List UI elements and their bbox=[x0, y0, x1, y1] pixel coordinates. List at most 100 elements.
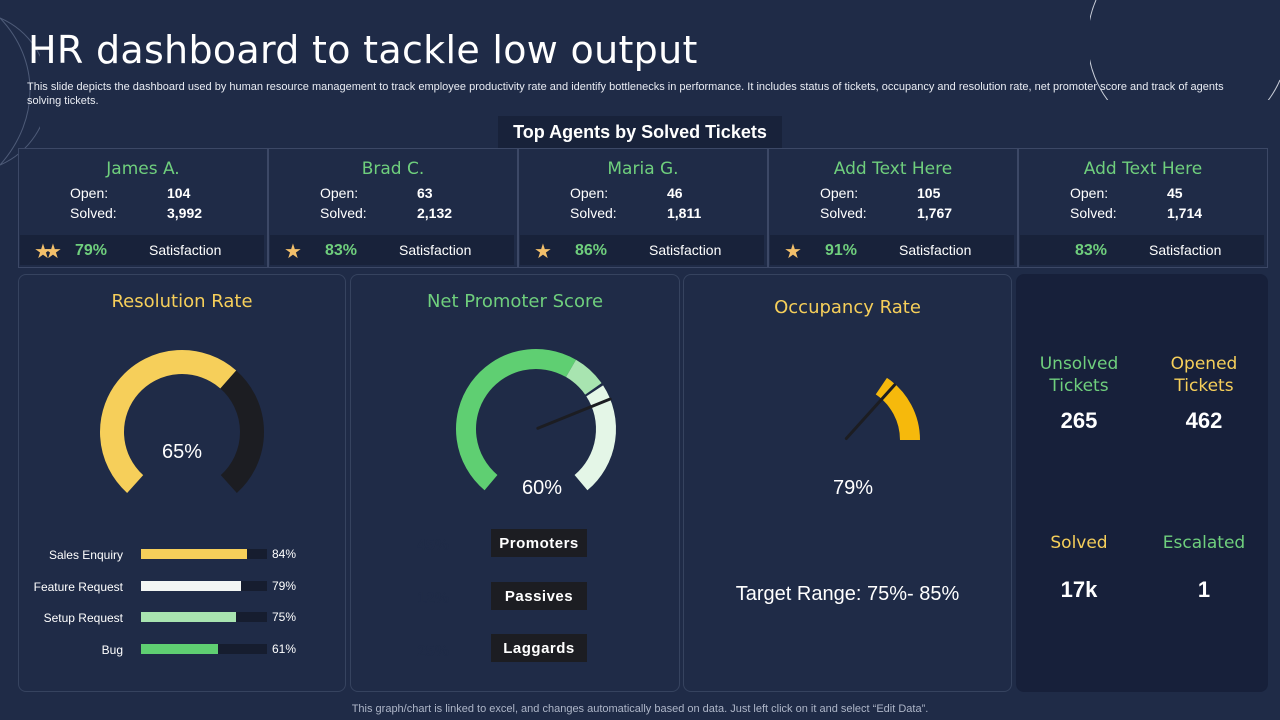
solved-value: 1,714 bbox=[1167, 205, 1203, 221]
satisfaction-label: Satisfaction bbox=[399, 242, 472, 258]
satisfaction-bar: ★ 83% Satisfaction bbox=[270, 235, 514, 265]
bar-track bbox=[141, 549, 267, 559]
satisfaction-label: Satisfaction bbox=[649, 242, 722, 258]
agent-card: Add Text Here Open: 105 Solved: 1,767 ★ … bbox=[768, 148, 1018, 268]
bar-track bbox=[141, 581, 267, 591]
promoters-label: Promoters bbox=[491, 529, 587, 557]
open-label: Open: bbox=[570, 185, 609, 201]
agent-name: Add Text Here bbox=[833, 159, 953, 179]
star-double-icon: ★ bbox=[34, 241, 52, 263]
agents-row: James A. Open: 104 Solved: 3,992 ★ ★ 79%… bbox=[18, 148, 1268, 268]
satisfaction-percent: 83% bbox=[1075, 242, 1108, 259]
solved-label: Solved bbox=[1050, 533, 1108, 553]
star-double-icon: ★ bbox=[44, 241, 62, 263]
satisfaction-bar: ★ 91% Satisfaction bbox=[770, 235, 1014, 265]
promoters-percent: 45% bbox=[416, 537, 450, 554]
open-label: Open: bbox=[70, 185, 109, 201]
unsolved-tickets-label: Unsolved Tickets bbox=[1039, 354, 1119, 396]
passives-label: Passives bbox=[491, 582, 587, 610]
bar-value: 84% bbox=[272, 547, 297, 561]
bar-fill bbox=[141, 612, 236, 622]
bar-track bbox=[141, 612, 267, 622]
solved-value: 17k bbox=[1060, 577, 1098, 602]
nps-needle bbox=[536, 397, 612, 430]
agent-name: Add Text Here bbox=[1083, 159, 1203, 179]
resolution-arc-remaining bbox=[220, 370, 264, 493]
nps-panel: Net Promoter Score 60% 45% Promoters 12%… bbox=[350, 274, 680, 692]
satisfaction-label: Satisfaction bbox=[149, 242, 222, 258]
laggards-label: Laggards bbox=[491, 634, 587, 662]
resolution-arc-value bbox=[100, 350, 237, 493]
satisfaction-percent: 83% bbox=[325, 242, 358, 259]
nps-title: Net Promoter Score bbox=[426, 291, 604, 312]
bar-row: Sales Enquiry 84% bbox=[19, 545, 339, 565]
nps-arc-passives bbox=[565, 359, 602, 395]
bar-track bbox=[141, 644, 267, 654]
agent-name: Brad C. bbox=[361, 159, 425, 179]
solved-label: Solved: bbox=[70, 205, 117, 221]
occupancy-panel: Occupancy Rate 79% Target Range: 75%- 85… bbox=[683, 274, 1012, 692]
solved-value: 2,132 bbox=[417, 205, 453, 221]
star-icon: ★ bbox=[534, 241, 552, 263]
bar-row: Feature Request 79% bbox=[19, 577, 339, 597]
bar-label: Feature Request bbox=[33, 580, 123, 594]
agent-card: Add Text Here Open: 45 Solved: 1,714 83%… bbox=[1018, 148, 1268, 268]
target-range: Target Range: 75%- 85% bbox=[735, 583, 960, 605]
bar-value: 79% bbox=[272, 579, 297, 593]
bar-label: Sales Enquiry bbox=[48, 548, 123, 562]
satisfaction-bar: ★ ★ 79% Satisfaction bbox=[20, 235, 264, 265]
solved-value: 1,811 bbox=[667, 205, 702, 221]
open-label: Open: bbox=[1070, 185, 1109, 201]
solved-value: 1,767 bbox=[917, 205, 953, 221]
bar-fill bbox=[141, 581, 241, 591]
footer-note: This graph/chart is linked to excel, and… bbox=[351, 703, 929, 715]
unsolved-tickets-value: 265 bbox=[1060, 408, 1098, 433]
satisfaction-label: Satisfaction bbox=[1149, 242, 1222, 258]
opened-tickets-value: 462 bbox=[1185, 408, 1223, 433]
resolution-percent: 65% bbox=[161, 441, 203, 463]
page-title: HR dashboard to tackle low output bbox=[28, 28, 698, 72]
solved-label: Solved: bbox=[570, 205, 617, 221]
resolution-gauge bbox=[100, 350, 264, 493]
occupancy-arc-target bbox=[875, 377, 920, 441]
agent-card: James A. Open: 104 Solved: 3,992 ★ ★ 79%… bbox=[18, 148, 268, 268]
open-label: Open: bbox=[820, 185, 859, 201]
resolution-rate-panel: Resolution Rate 65% Sales Enquiry 84% Fe… bbox=[18, 274, 346, 692]
laggards-percent: 25% bbox=[416, 643, 450, 660]
tickets-panel: Unsolved Tickets 265 Opened Tickets 462 … bbox=[1016, 274, 1268, 692]
open-value: 104 bbox=[167, 185, 191, 201]
opened-tickets-label: Opened Tickets bbox=[1170, 354, 1238, 396]
bar-label: Bug bbox=[101, 643, 123, 657]
satisfaction-percent: 91% bbox=[825, 242, 858, 259]
nps-arc-laggards bbox=[456, 349, 576, 491]
agent-card: Maria G. Open: 46 Solved: 1,811 ★ 86% Sa… bbox=[518, 148, 768, 268]
bar-row: Setup Request 75% bbox=[19, 608, 339, 628]
page-subtitle: This slide depicts the dashboard used by… bbox=[27, 81, 1224, 107]
occupancy-needle bbox=[844, 383, 897, 441]
bar-value: 75% bbox=[272, 610, 297, 624]
agent-card: Brad C. Open: 63 Solved: 2,132 ★ 83% Sat… bbox=[268, 148, 518, 268]
open-label: Open: bbox=[320, 185, 359, 201]
bar-row: Bug 61% bbox=[19, 640, 339, 660]
satisfaction-percent: 86% bbox=[575, 242, 608, 259]
bar-fill bbox=[141, 549, 247, 559]
escalated-label: Escalated bbox=[1162, 533, 1246, 553]
nps-gauge bbox=[456, 349, 616, 491]
open-value: 45 bbox=[1167, 185, 1183, 201]
bar-fill bbox=[141, 644, 218, 654]
star-icon: ★ bbox=[284, 241, 302, 263]
bar-label: Setup Request bbox=[43, 611, 123, 625]
open-value: 63 bbox=[417, 185, 433, 201]
open-value: 46 bbox=[667, 185, 683, 201]
occupancy-gauge bbox=[844, 377, 920, 441]
satisfaction-bar: 83% Satisfaction bbox=[1020, 235, 1264, 265]
bar-value: 61% bbox=[272, 642, 297, 656]
resolution-rate-title: Resolution Rate bbox=[111, 291, 253, 312]
agent-name: Maria G. bbox=[607, 159, 679, 179]
occupancy-percent: 79% bbox=[832, 477, 874, 499]
star-icon: ★ bbox=[784, 241, 802, 263]
solved-value: 3,992 bbox=[167, 205, 203, 221]
solved-label: Solved: bbox=[1070, 205, 1117, 221]
open-value: 105 bbox=[917, 185, 941, 201]
satisfaction-percent: 79% bbox=[75, 242, 108, 259]
